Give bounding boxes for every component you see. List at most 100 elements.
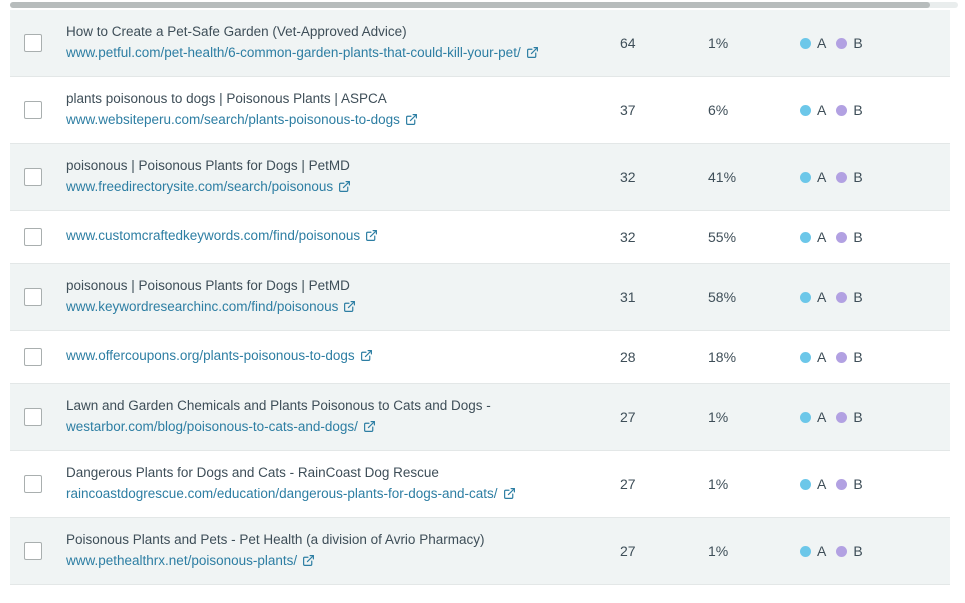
row-checkbox[interactable] <box>24 168 42 186</box>
external-link-icon[interactable] <box>343 300 356 316</box>
external-link-icon[interactable] <box>365 230 378 245</box>
metric-value: 27 <box>620 409 636 425</box>
group-b-dot <box>836 478 848 490</box>
external-link-icon[interactable] <box>363 420 376 436</box>
group-label: B <box>853 476 863 492</box>
percent-value: 58% <box>708 289 737 305</box>
checkbox-cell <box>10 542 66 560</box>
group-badge-a: A <box>800 102 826 118</box>
result-url-link[interactable]: www.offercoupons.org/plants-poisonous-to… <box>66 348 355 363</box>
group-label: B <box>853 409 863 425</box>
checkbox-cell <box>10 228 66 246</box>
row-checkbox[interactable] <box>24 348 42 366</box>
result-cell: Dangerous Plants for Dogs and Cats - Rai… <box>66 463 620 506</box>
checkbox-cell <box>10 348 66 366</box>
group-label: A <box>817 543 827 559</box>
table-row: www.customcraftedkeywords.com/find/poiso… <box>10 211 950 264</box>
group-badge-a: A <box>800 229 826 245</box>
group-b-dot <box>836 171 848 183</box>
table-row: www.offercoupons.org/plants-poisonous-to… <box>10 331 950 384</box>
group-label: B <box>853 543 863 559</box>
group-label: A <box>817 349 827 365</box>
group-b-dot <box>836 411 848 423</box>
group-a-dot <box>800 231 811 243</box>
result-cell: poisonous | Poisonous Plants for Dogs | … <box>66 156 620 199</box>
metric-value: 31 <box>620 289 636 305</box>
group-badge-a: A <box>800 543 826 559</box>
group-b-dot <box>836 37 848 49</box>
group-label: A <box>817 409 827 425</box>
group-a-dot <box>800 545 811 557</box>
group-a-dot <box>800 37 811 49</box>
group-badge-b: B <box>836 409 863 425</box>
percent-value: 18% <box>708 349 737 365</box>
metric-value: 28 <box>620 349 636 365</box>
percent-value: 6% <box>708 102 729 118</box>
external-link-icon[interactable] <box>302 554 315 570</box>
result-url-link[interactable]: westarbor.com/blog/poisonous-to-cats-and… <box>66 418 358 434</box>
group-label: A <box>817 289 827 305</box>
group-a-dot <box>800 171 811 183</box>
group-label: A <box>817 229 827 245</box>
row-checkbox[interactable] <box>24 34 42 52</box>
result-url-link[interactable]: www.keywordresearchinc.com/find/poisonou… <box>66 298 339 314</box>
percent-value: 1% <box>708 35 729 51</box>
table-row: plants poisonous to dogs | Poisonous Pla… <box>10 77 950 144</box>
external-link-icon[interactable] <box>405 113 418 129</box>
row-checkbox[interactable] <box>24 228 42 246</box>
external-link-icon[interactable] <box>360 350 373 365</box>
result-url-link[interactable]: www.pethealthrx.net/poisonous-plants/ <box>66 552 298 568</box>
percent-value: 1% <box>708 543 729 559</box>
external-link-icon[interactable] <box>503 487 516 503</box>
result-cell: Lawn and Garden Chemicals and Plants Poi… <box>66 396 620 439</box>
group-badge-b: B <box>836 102 863 118</box>
row-checkbox[interactable] <box>24 542 42 560</box>
group-a-dot <box>800 478 811 490</box>
result-cell: Poisonous Plants and Pets - Pet Health (… <box>66 530 620 573</box>
result-url-link[interactable]: www.petful.com/pet-health/6-common-garde… <box>66 44 521 60</box>
metric-value: 27 <box>620 543 636 559</box>
group-label: B <box>853 229 863 245</box>
group-b-dot <box>836 104 848 116</box>
group-badge-a: A <box>800 349 826 365</box>
row-checkbox[interactable] <box>24 475 42 493</box>
results-table: How to Create a Pet-Safe Garden (Vet-App… <box>10 10 950 585</box>
group-a-dot <box>800 291 811 303</box>
group-badge-a: A <box>800 289 826 305</box>
external-link-icon[interactable] <box>338 180 351 196</box>
result-title: poisonous | Poisonous Plants for Dogs | … <box>66 157 350 173</box>
table-row: Poisonous Plants and Pets - Pet Health (… <box>10 518 950 585</box>
result-url-link[interactable]: www.freedirectorysite.com/search/poisono… <box>66 178 334 194</box>
row-checkbox[interactable] <box>24 101 42 119</box>
result-title: How to Create a Pet-Safe Garden (Vet-App… <box>66 23 407 39</box>
checkbox-cell <box>10 101 66 119</box>
scrollbar-thumb[interactable] <box>10 2 930 8</box>
row-checkbox[interactable] <box>24 288 42 306</box>
result-url-link[interactable]: www.websiteperu.com/search/plants-poison… <box>66 111 400 127</box>
group-a-dot <box>800 351 811 363</box>
group-badge-b: B <box>836 349 863 365</box>
result-url-link[interactable]: raincoastdogrescue.com/education/dangero… <box>66 485 498 501</box>
group-badge-a: A <box>800 476 826 492</box>
group-badge-b: B <box>836 169 863 185</box>
group-label: B <box>853 349 863 365</box>
row-checkbox[interactable] <box>24 408 42 426</box>
percent-value: 55% <box>708 229 737 245</box>
horizontal-scrollbar[interactable] <box>10 2 958 8</box>
table-row: poisonous | Poisonous Plants for Dogs | … <box>10 144 950 211</box>
external-link-icon[interactable] <box>526 46 539 62</box>
group-label: B <box>853 289 863 305</box>
group-a-dot <box>800 104 811 116</box>
result-url-link[interactable]: www.customcraftedkeywords.com/find/poiso… <box>66 228 361 243</box>
percent-value: 1% <box>708 476 729 492</box>
group-label: A <box>817 169 827 185</box>
checkbox-cell <box>10 168 66 186</box>
checkbox-cell <box>10 288 66 306</box>
